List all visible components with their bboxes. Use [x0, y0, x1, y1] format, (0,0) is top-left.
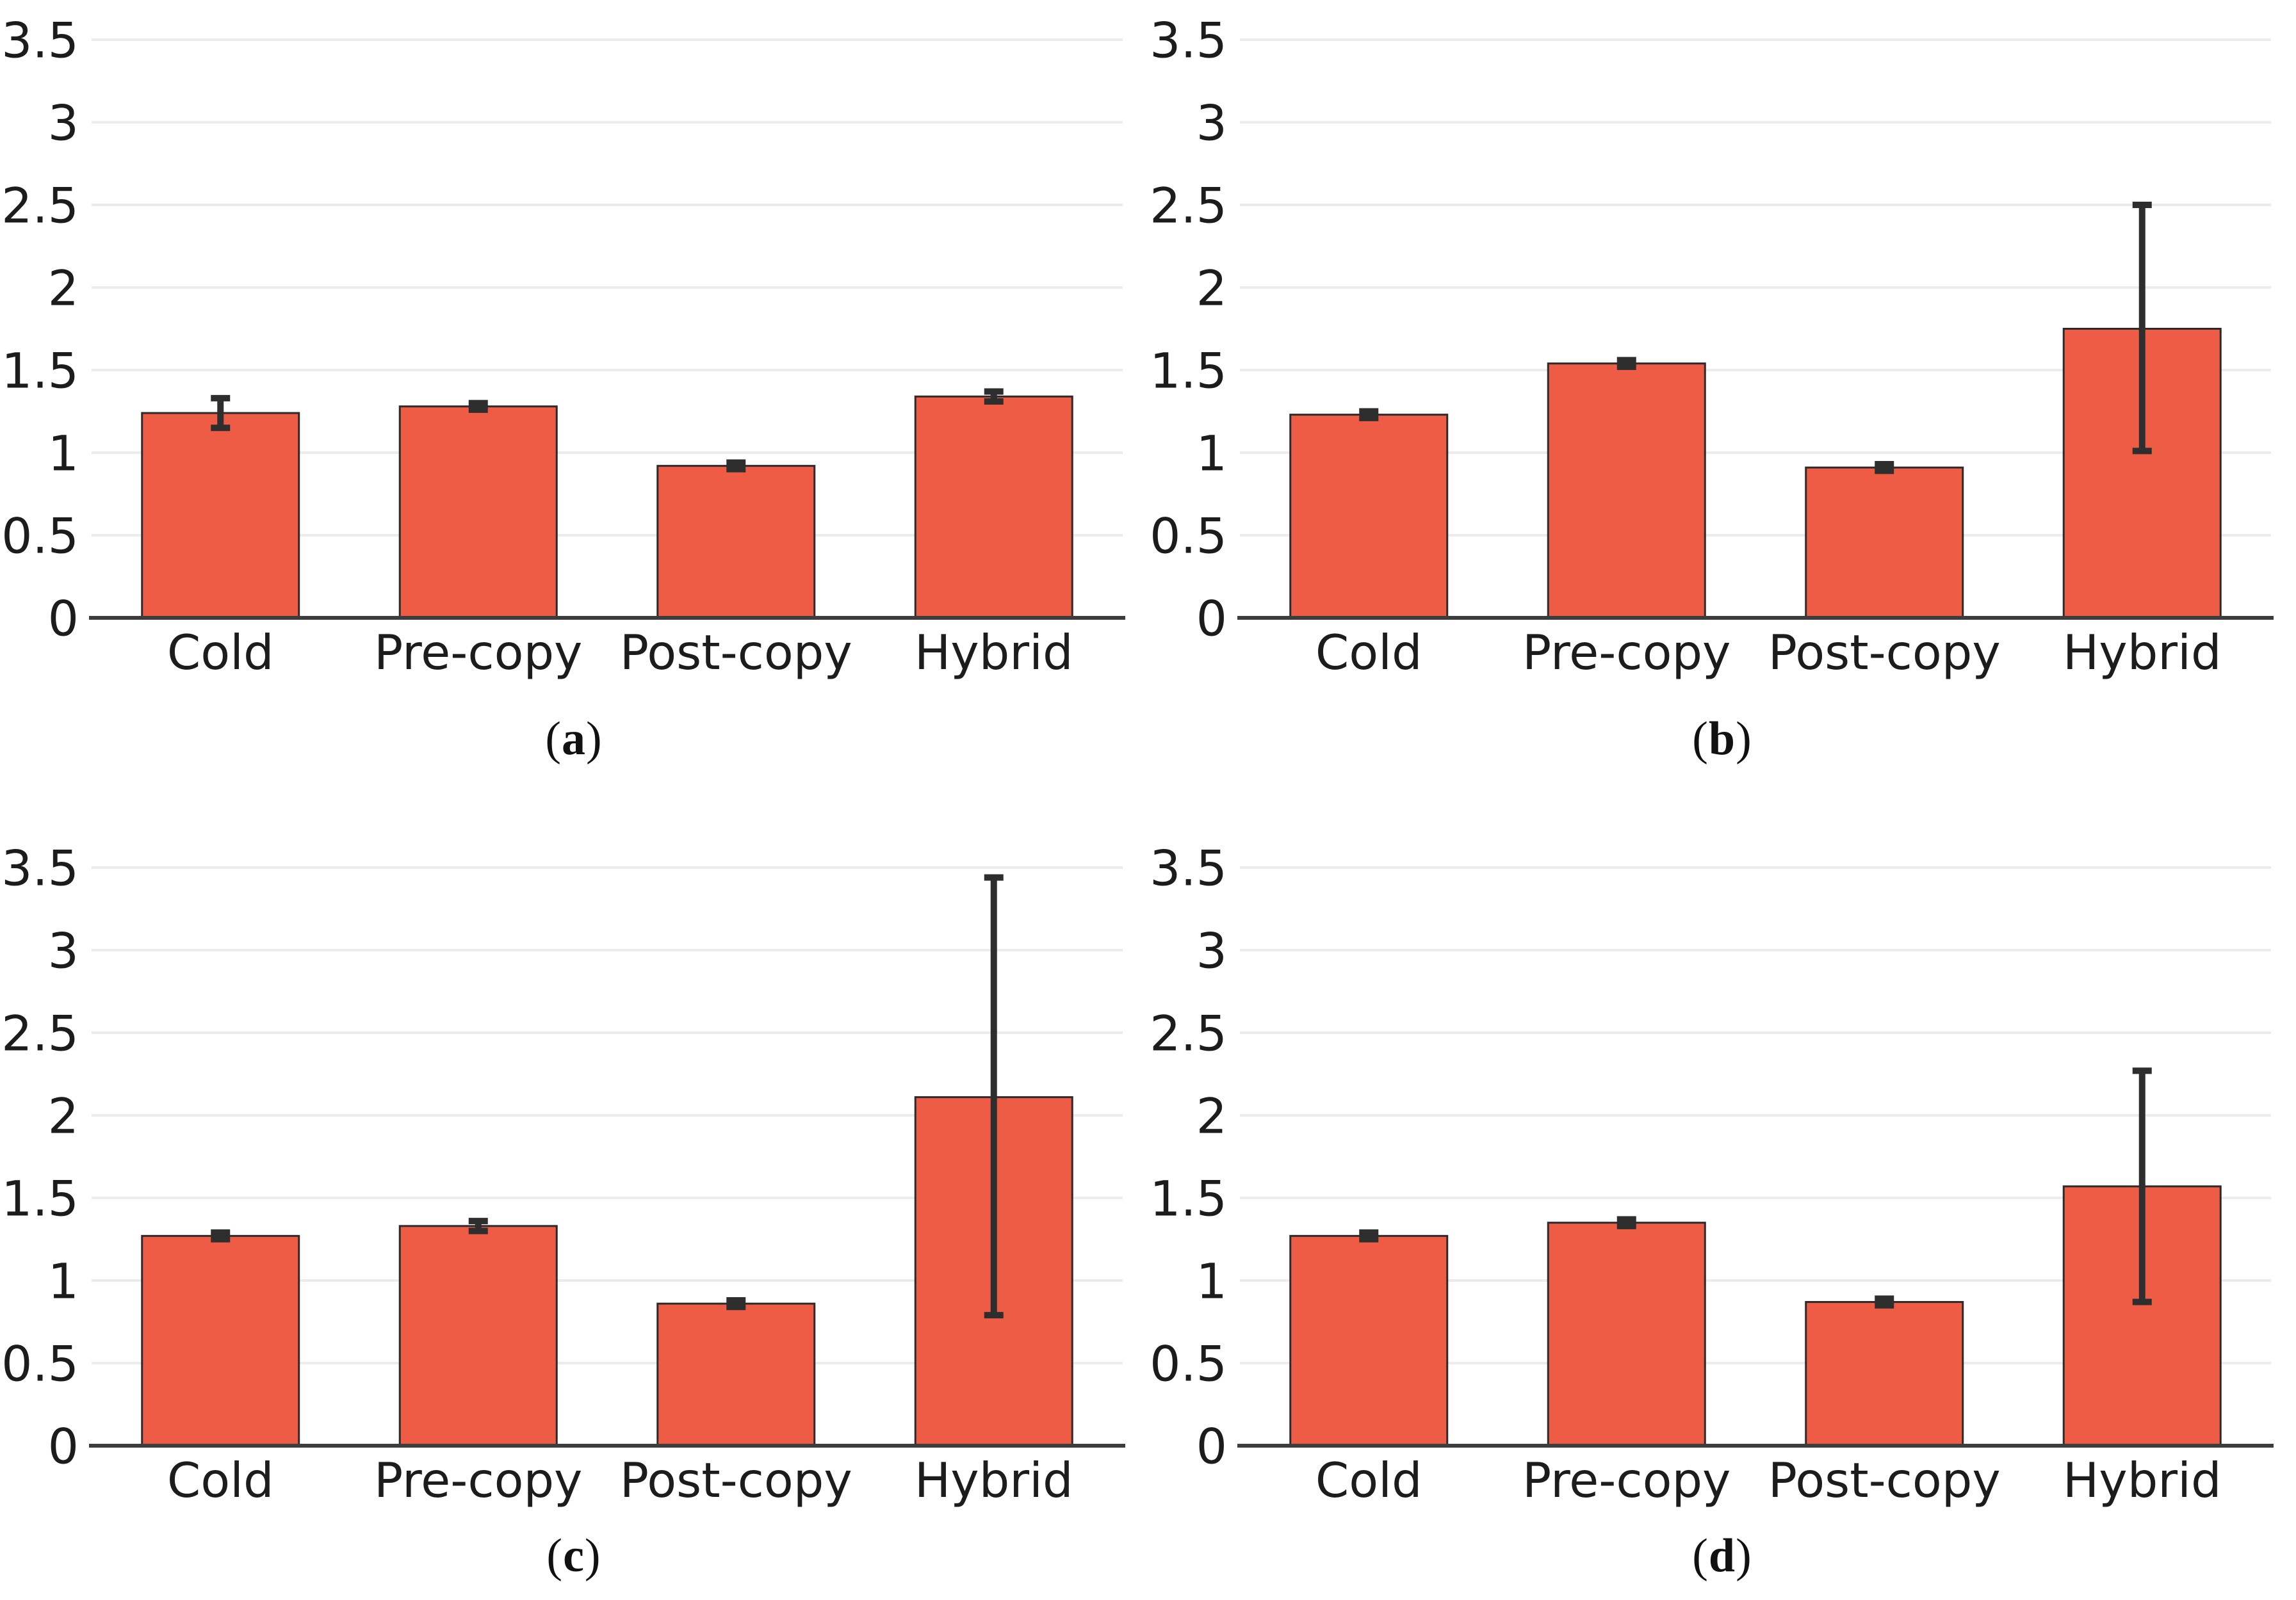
y-tick-label-3: 3 [48, 922, 79, 979]
y-tick-label-0: 0 [1196, 1418, 1227, 1475]
x-category-label-post-copy: Post-copy [1768, 624, 2001, 681]
x-axis-line [89, 616, 1125, 620]
x-axis-line [1237, 1444, 2274, 1448]
bar-post-copy [656, 1302, 816, 1447]
y-tick-label-2.5: 2.5 [1150, 1005, 1227, 1062]
x-category-label-cold: Cold [167, 1452, 274, 1508]
y-tick-label-1: 1 [1196, 424, 1227, 481]
y-tick-label-2: 2 [48, 259, 79, 316]
y-tick-label-1.5: 1.5 [1, 342, 79, 399]
x-category-label-post-copy: Post-copy [620, 624, 852, 681]
caption-open-paren: ( [546, 1530, 564, 1582]
caption-letter: b [1708, 713, 1736, 765]
x-category-label-hybrid: Hybrid [915, 1452, 1073, 1508]
x-category-label-pre-copy: Pre-copy [374, 624, 582, 681]
x-category-label-pre-copy: Pre-copy [1522, 1452, 1730, 1508]
bar-chart-b: 0 0.5 1 1.5 2 2.5 3 3.5 Cold Pre-copy Post-copy Hyb… [1150, 12, 2274, 681]
bar-post-copy [1805, 1301, 1964, 1447]
caption-c: (c) [0, 1529, 1148, 1583]
y-tick-label-0: 0 [48, 590, 79, 647]
x-axis-line [1237, 616, 2274, 620]
y-tick-label-1: 1 [48, 424, 79, 481]
bar-chart-d: 0 0.5 1 1.5 2 2.5 3 3.5 Cold Pre-copy Post-copy Hyb… [1150, 839, 2274, 1508]
y-tick-label-3.5: 3.5 [1, 12, 79, 69]
y-tick-label-3: 3 [1196, 922, 1227, 979]
caption-letter: d [1708, 1530, 1736, 1582]
y-tick-label-0: 0 [48, 1418, 79, 1475]
y-tick-label-1.5: 1.5 [1150, 1170, 1227, 1227]
y-tick-label-2: 2 [48, 1087, 79, 1144]
caption-open-paren: ( [1692, 1530, 1709, 1582]
bar-post-copy [1805, 466, 1964, 619]
x-category-label-post-copy: Post-copy [1768, 1452, 2001, 1508]
bar-post-copy [656, 465, 816, 619]
x-category-label-pre-copy: Pre-copy [374, 1452, 582, 1508]
caption-letter: c [563, 1530, 585, 1582]
caption-close-paren: ) [586, 713, 603, 765]
caption-d: (d) [1148, 1529, 2296, 1583]
x-category-label-hybrid: Hybrid [2063, 1452, 2222, 1508]
bar-cold [1289, 1234, 1449, 1447]
y-tick-label-1.5: 1.5 [1150, 342, 1227, 399]
y-tick-label-1.5: 1.5 [1, 1170, 79, 1227]
x-category-label-post-copy: Post-copy [620, 1452, 852, 1508]
bar-chart-c: 0 0.5 1 1.5 2 2.5 3 3.5 Cold Pre-copy Post-copy Hyb… [1, 839, 1125, 1508]
y-tick-label-2: 2 [1196, 1087, 1227, 1144]
y-tick-label-3.5: 3.5 [1150, 839, 1227, 896]
y-tick-label-3: 3 [48, 94, 79, 151]
x-category-label-hybrid: Hybrid [915, 624, 1073, 681]
bar-cold [141, 412, 300, 619]
y-tick-label-3: 3 [1196, 94, 1227, 151]
y-tick-label-2: 2 [1196, 259, 1227, 316]
y-tick-label-2.5: 2.5 [1, 177, 79, 234]
y-tick-label-0.5: 0.5 [1, 1335, 79, 1392]
panel-a: 0 0.5 1 1.5 2 2.5 3 3.5 Cold Pre-copy Post-copy Hyb… [0, 0, 1148, 800]
x-category-label-cold: Cold [1315, 1452, 1422, 1508]
bar-cold [1289, 414, 1449, 619]
bar-pre-copy [1547, 362, 1706, 619]
x-category-label-hybrid: Hybrid [2063, 624, 2222, 681]
caption-letter: a [562, 713, 586, 765]
bar-pre-copy [1547, 1222, 1706, 1447]
bar-chart-a: 0 0.5 1 1.5 2 2.5 3 3.5 Cold Pre-copy Post-copy Hyb… [1, 12, 1125, 681]
panel-c: 0 0.5 1 1.5 2 2.5 3 3.5 Cold Pre-copy Post-copy Hyb… [0, 800, 1148, 1600]
y-tick-label-0.5: 0.5 [1, 507, 79, 564]
caption-open-paren: ( [1692, 713, 1709, 765]
y-tick-label-0.5: 0.5 [1150, 1335, 1227, 1392]
caption-close-paren: ) [1736, 1530, 1752, 1582]
caption-b: (b) [1148, 712, 2296, 766]
y-tick-label-2.5: 2.5 [1150, 177, 1227, 234]
x-axis-line [89, 1444, 1125, 1448]
x-category-label-cold: Cold [1315, 624, 1422, 681]
x-category-label-pre-copy: Pre-copy [1522, 624, 1730, 681]
y-tick-label-3.5: 3.5 [1, 839, 79, 896]
y-tick-label-0: 0 [1196, 590, 1227, 647]
caption-close-paren: ) [1736, 713, 1752, 765]
caption-open-paren: ( [545, 713, 562, 765]
bar-pre-copy [398, 405, 558, 619]
y-tick-label-1: 1 [48, 1252, 79, 1309]
x-category-label-cold: Cold [167, 624, 274, 681]
caption-a: (a) [0, 712, 1148, 766]
bar-cold [141, 1234, 300, 1447]
y-tick-label-3.5: 3.5 [1150, 12, 1227, 69]
y-tick-label-1: 1 [1196, 1252, 1227, 1309]
panel-b: 0 0.5 1 1.5 2 2.5 3 3.5 Cold Pre-copy Post-copy Hyb… [1148, 0, 2296, 800]
y-tick-label-0.5: 0.5 [1150, 507, 1227, 564]
y-tick-label-2.5: 2.5 [1, 1005, 79, 1062]
panel-d: 0 0.5 1 1.5 2 2.5 3 3.5 Cold Pre-copy Post-copy Hyb… [1148, 800, 2296, 1600]
bar-hybrid [914, 395, 1073, 619]
caption-close-paren: ) [584, 1530, 601, 1582]
bar-pre-copy [398, 1225, 558, 1447]
